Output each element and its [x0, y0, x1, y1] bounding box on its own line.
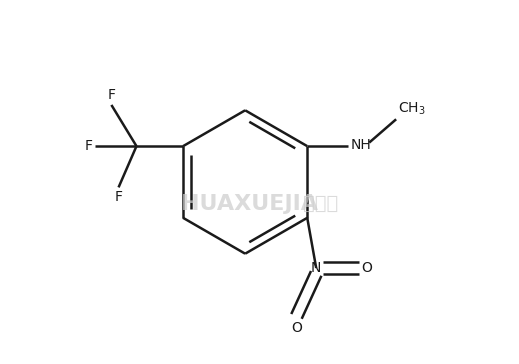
Text: O: O	[291, 321, 302, 335]
Text: F: F	[107, 88, 115, 102]
Text: NH: NH	[350, 138, 371, 152]
Text: N: N	[311, 261, 321, 275]
Text: O: O	[361, 261, 372, 275]
Text: 化学加: 化学加	[303, 194, 338, 213]
Text: CH$_3$: CH$_3$	[398, 101, 426, 118]
Text: F: F	[115, 190, 122, 204]
Text: HUAXUEJIA: HUAXUEJIA	[181, 194, 318, 214]
Text: F: F	[85, 139, 92, 153]
